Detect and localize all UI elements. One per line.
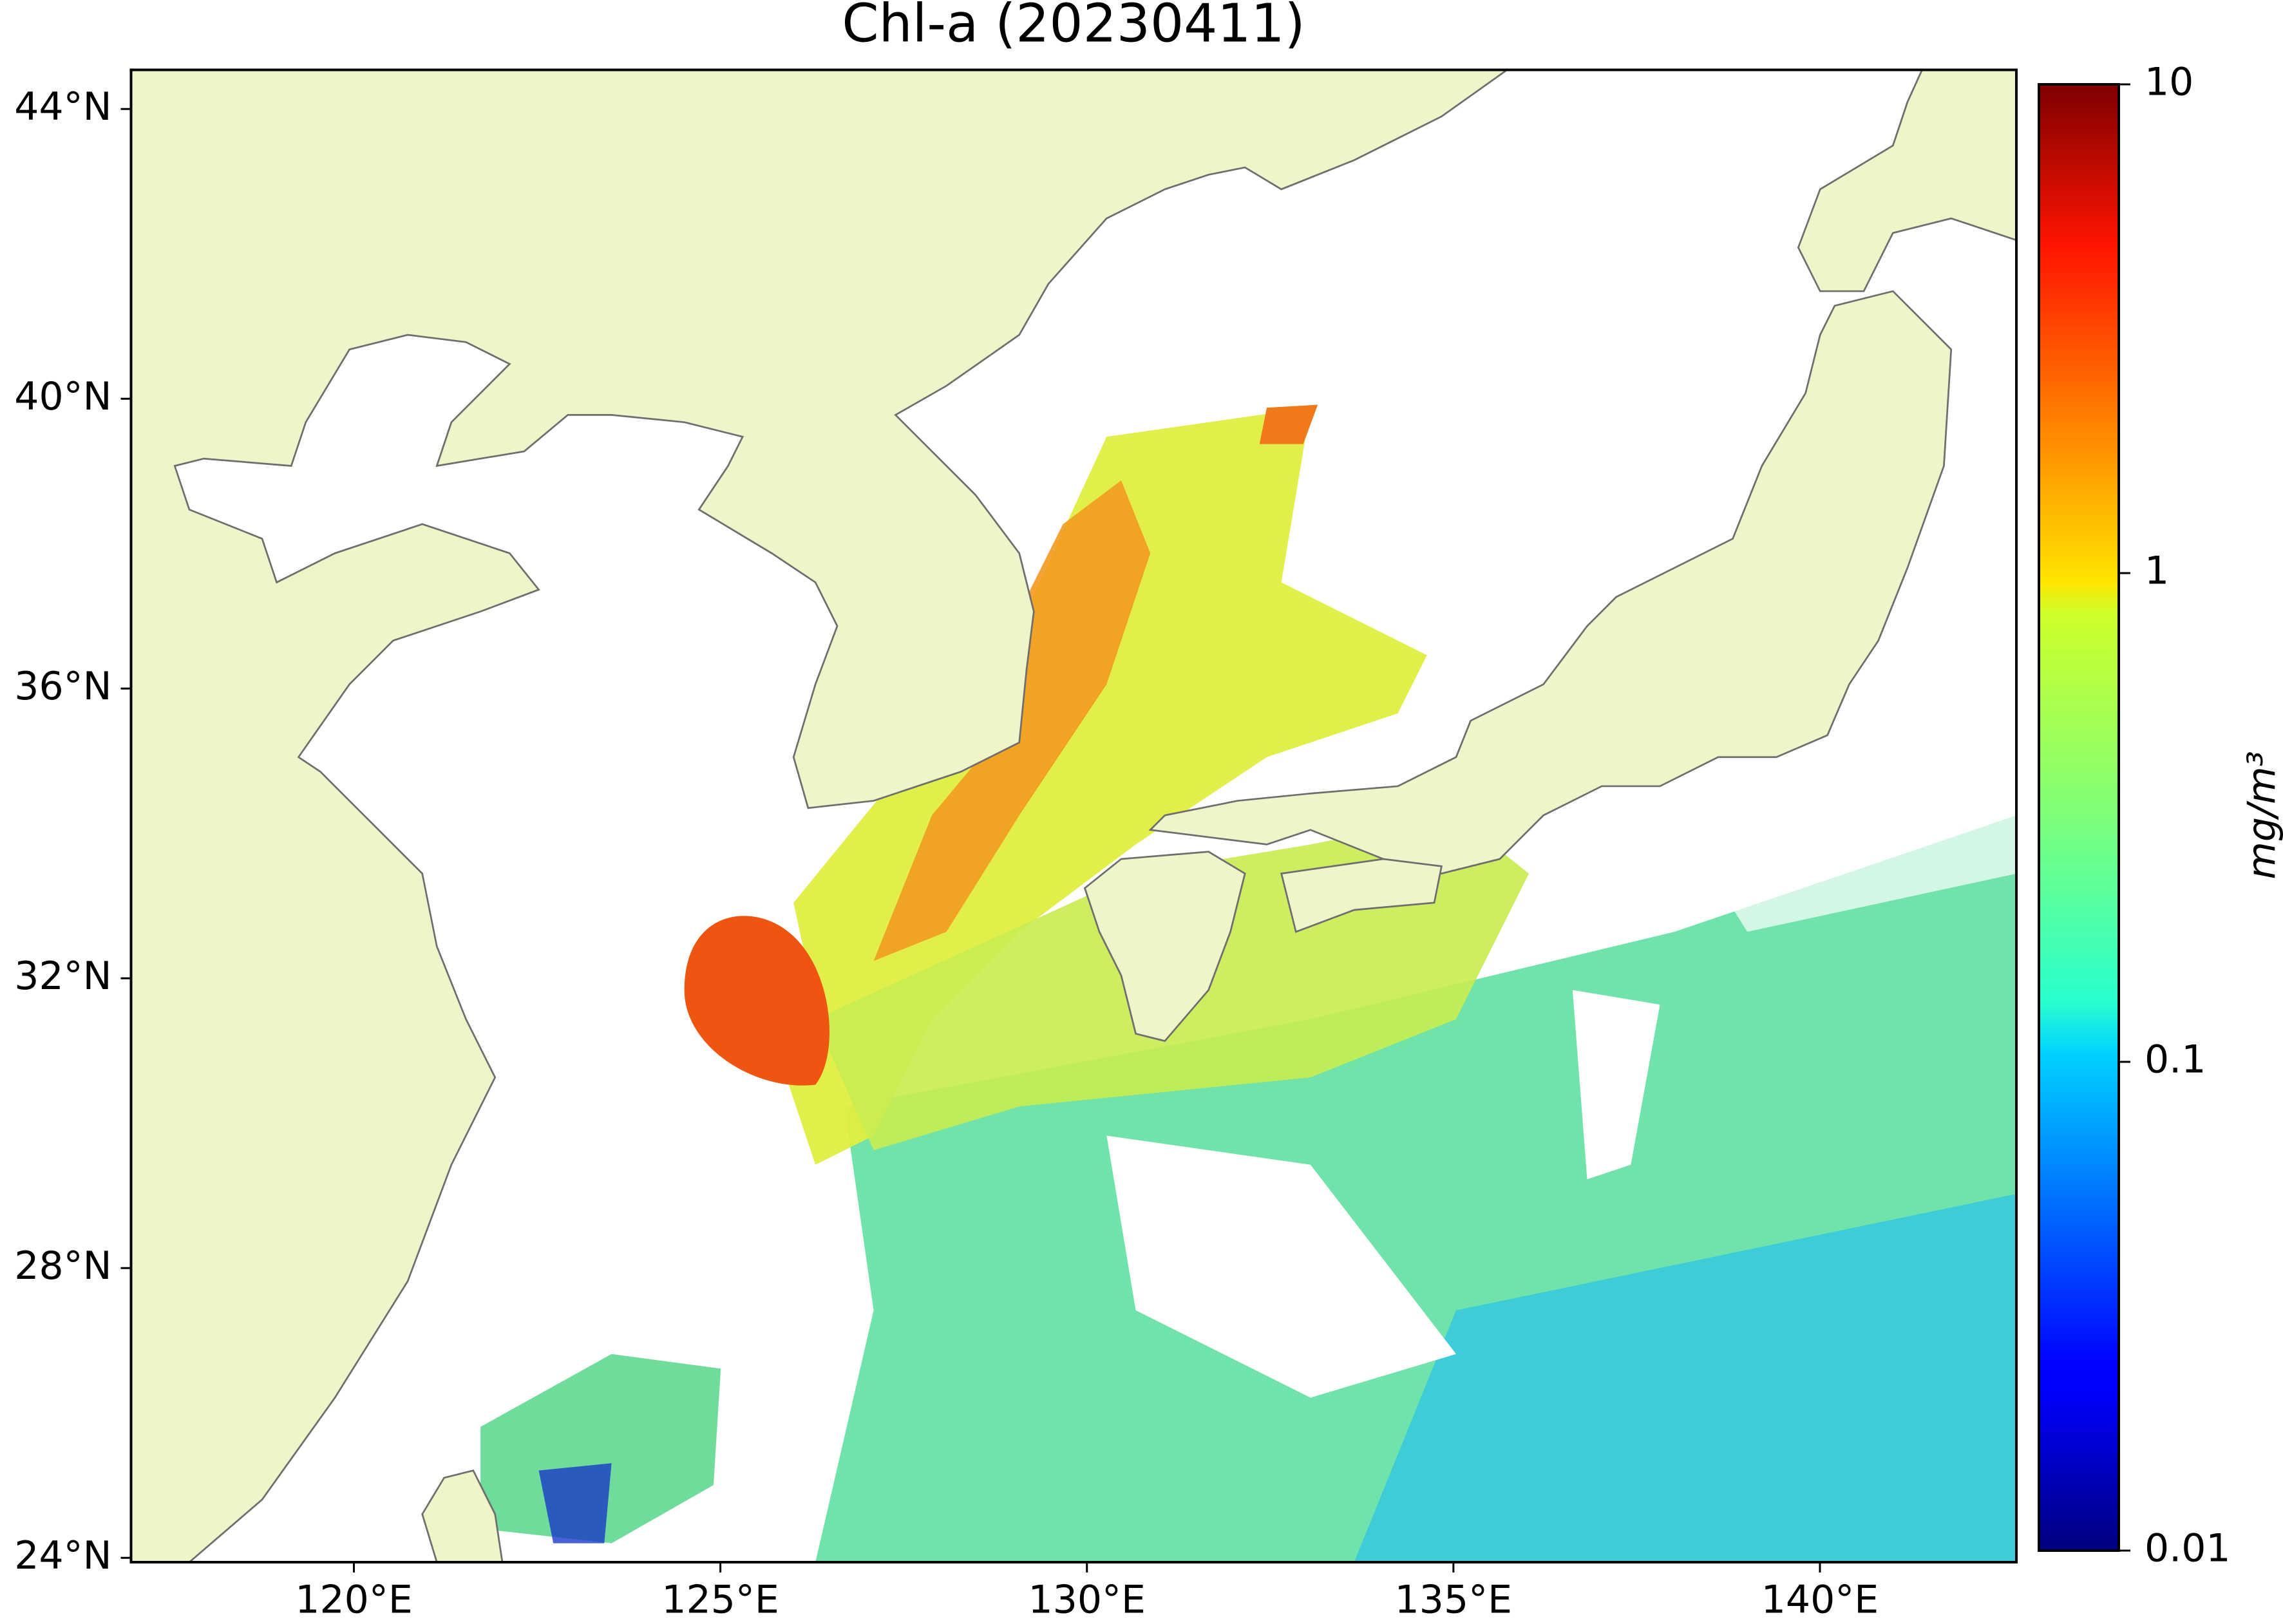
cloud-gap — [1572, 990, 1660, 1180]
colorbar-tick-label: 10 — [2145, 60, 2193, 105]
shikoku — [1280, 858, 1443, 933]
chl-bay — [1259, 404, 1318, 444]
lat-tick-label: 36°N — [14, 664, 111, 709]
colorbar — [2038, 83, 2120, 1552]
lat-tick-label: 32°N — [14, 954, 111, 999]
map-title: Chl-a (20230411) — [842, 0, 1305, 54]
colorbar-label: mg/m³ — [2240, 751, 2283, 879]
colorbar-tick-label: 1 — [2145, 549, 2169, 594]
hokkaido — [1797, 70, 2016, 292]
colorbar-tick-label: 0.1 — [2145, 1037, 2206, 1082]
map-area — [131, 70, 2016, 1562]
honshu — [1148, 290, 1953, 874]
lat-tick-label: 44°N — [14, 84, 111, 129]
cloud-gap — [1674, 699, 2016, 932]
chl-taiwan-area — [480, 1354, 721, 1544]
continent — [131, 70, 1509, 1562]
lat-tick-label: 24°N — [14, 1533, 111, 1578]
chl-very-low — [538, 1463, 612, 1544]
lon-tick-label: 130°E — [1028, 1578, 1146, 1623]
lat-tick-label: 40°N — [14, 374, 111, 419]
cloud-gap — [1106, 1135, 1456, 1398]
lat-tick-label: 28°N — [14, 1243, 111, 1289]
chl-low-area — [1354, 1194, 2016, 1562]
lon-tick-label: 135°E — [1395, 1578, 1512, 1623]
kyushu — [1083, 851, 1246, 1043]
chl-plume — [684, 916, 829, 1086]
map-frame — [129, 68, 2018, 1563]
land — [131, 70, 2016, 1562]
colorbar-tick-label: 0.01 — [2145, 1526, 2231, 1571]
taiwan — [421, 1469, 504, 1562]
lon-tick-label: 120°E — [295, 1578, 412, 1623]
lon-tick-label: 125°E — [661, 1578, 779, 1623]
lon-tick-label: 140°E — [1761, 1578, 1879, 1623]
